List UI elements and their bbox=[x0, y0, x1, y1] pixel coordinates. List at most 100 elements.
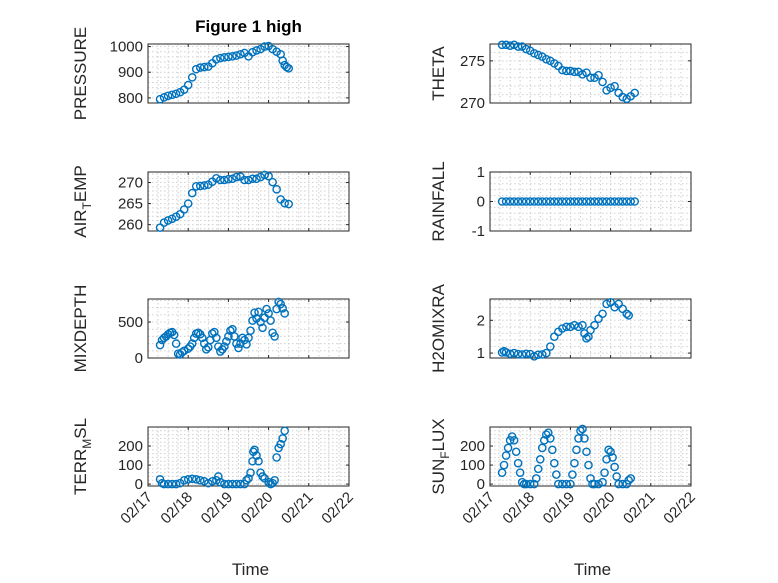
data-point bbox=[525, 197, 535, 206]
data-point bbox=[578, 70, 587, 79]
data-point bbox=[258, 323, 267, 333]
data-point bbox=[586, 73, 595, 83]
data-point bbox=[216, 477, 225, 487]
data-point bbox=[169, 330, 179, 340]
y-axis-label: SUNFLUX bbox=[429, 418, 452, 494]
axes-box bbox=[147, 426, 350, 487]
data-point bbox=[244, 175, 253, 185]
data-point bbox=[558, 65, 567, 75]
data-point bbox=[163, 91, 173, 101]
data-point bbox=[537, 350, 547, 359]
data-point bbox=[270, 475, 279, 485]
data-point bbox=[509, 197, 519, 206]
data-point bbox=[622, 197, 631, 206]
data-point bbox=[199, 62, 209, 72]
data-point bbox=[246, 326, 255, 335]
data-point bbox=[171, 339, 181, 348]
data-point bbox=[562, 322, 571, 332]
data-point bbox=[232, 479, 241, 489]
data-point bbox=[250, 308, 259, 317]
data-point bbox=[244, 474, 253, 483]
data-point bbox=[497, 40, 507, 50]
data-point bbox=[566, 66, 575, 76]
data-point bbox=[501, 197, 511, 206]
data-point bbox=[155, 340, 165, 350]
data-point bbox=[274, 297, 283, 307]
subplot-rainfall: -1 0 1 RAINFALL bbox=[429, 161, 692, 242]
data-point bbox=[562, 66, 571, 76]
y-tick-label: 260 bbox=[118, 217, 143, 234]
data-point bbox=[238, 333, 247, 343]
axes-box bbox=[489, 298, 692, 359]
data-point bbox=[624, 475, 633, 485]
data-point bbox=[159, 479, 169, 489]
data-point bbox=[224, 174, 233, 184]
axes-box bbox=[147, 171, 350, 232]
data-point bbox=[503, 443, 513, 453]
data-point bbox=[513, 197, 523, 206]
y-tick-label: -1 bbox=[472, 223, 485, 240]
data-point bbox=[541, 197, 551, 206]
y-axis-label: MIXDEPTH bbox=[71, 285, 90, 373]
subplot-mixdepth: 0 500 MIXDEPTH bbox=[71, 285, 350, 373]
data-point bbox=[570, 67, 579, 77]
data-point bbox=[566, 197, 575, 206]
data-point bbox=[568, 470, 577, 479]
data-point bbox=[517, 477, 527, 487]
data-point bbox=[497, 348, 507, 357]
data-point bbox=[541, 54, 551, 64]
subplot-air: 260 265 270 AIRTEMP bbox=[71, 165, 350, 238]
data-point bbox=[509, 436, 519, 445]
y-axis-label-main: PRESSURE bbox=[71, 27, 90, 121]
data-point bbox=[606, 197, 615, 206]
data-point bbox=[554, 479, 563, 489]
data-point bbox=[562, 197, 571, 206]
data-point bbox=[580, 434, 589, 443]
data-point bbox=[216, 175, 225, 185]
y-axis-label-main: RAINFALL bbox=[429, 161, 448, 241]
data-point bbox=[272, 184, 281, 194]
data-point bbox=[562, 479, 571, 489]
data-point bbox=[501, 348, 511, 357]
data-point bbox=[201, 345, 211, 354]
data-point bbox=[550, 197, 559, 206]
data-point bbox=[548, 445, 557, 455]
axes-box bbox=[489, 43, 692, 104]
data-point bbox=[276, 439, 285, 449]
y-axis-label-tail: EMP bbox=[71, 165, 90, 202]
data-point bbox=[590, 197, 599, 206]
data-point bbox=[187, 474, 197, 484]
y-axis-label-tail: LUX bbox=[429, 418, 448, 451]
data-point bbox=[610, 462, 619, 472]
data-point bbox=[509, 40, 519, 50]
data-point bbox=[550, 458, 559, 468]
data-point bbox=[618, 197, 627, 206]
data-point bbox=[533, 350, 543, 360]
data-point bbox=[604, 445, 613, 455]
data-point bbox=[171, 89, 181, 99]
data-point bbox=[159, 93, 169, 102]
data-point bbox=[280, 309, 289, 318]
data-point bbox=[250, 445, 259, 455]
subplot-terr: 02/17 02/18 02/19 02/20 02/21 02/22 0 100 200 TER… bbox=[71, 418, 357, 579]
data-point bbox=[195, 181, 205, 191]
data-point bbox=[535, 455, 545, 464]
data-point bbox=[582, 334, 591, 343]
data-point bbox=[505, 41, 515, 50]
data-point bbox=[543, 428, 553, 438]
data-point bbox=[234, 343, 243, 353]
y-tick-label: 265 bbox=[118, 196, 143, 213]
data-point bbox=[210, 327, 219, 337]
data-point bbox=[517, 350, 527, 359]
data-point bbox=[590, 320, 599, 330]
axes-box bbox=[147, 298, 350, 359]
data-point bbox=[236, 49, 245, 59]
data-point bbox=[586, 474, 595, 483]
data-point bbox=[574, 434, 583, 443]
data-point bbox=[618, 479, 627, 489]
data-point bbox=[578, 320, 587, 330]
data-point bbox=[570, 458, 579, 468]
data-point bbox=[280, 426, 289, 436]
y-tick-label: 800 bbox=[118, 90, 143, 107]
